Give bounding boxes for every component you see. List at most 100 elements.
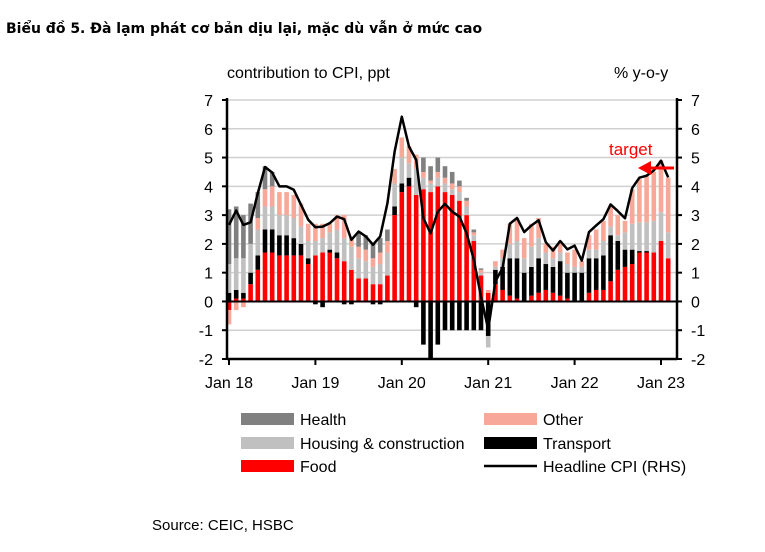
bar-transport: [320, 301, 325, 308]
bar-transport: [543, 264, 549, 290]
bar-food: [637, 252, 642, 302]
bar-housing-construction: [543, 252, 549, 265]
bar-housing-construction: [377, 264, 383, 285]
bar-transport: [428, 301, 433, 359]
bar-housing-construction: [615, 235, 621, 242]
bar-health: [449, 171, 455, 184]
bar-housing-construction: [507, 243, 513, 259]
bar-housing-construction: [421, 177, 426, 190]
bar-transport: [226, 292, 232, 302]
bar-other: [644, 176, 649, 223]
bar-housing-construction: [572, 266, 577, 273]
bar-housing-construction: [644, 222, 649, 252]
bar-transport: [349, 301, 354, 305]
bar-other: [500, 249, 505, 259]
bar-transport: [241, 292, 246, 299]
bar-transport: [629, 249, 635, 265]
bar-other: [637, 179, 642, 223]
bar-housing-construction: [327, 232, 333, 250]
bar-food: [608, 281, 613, 302]
right-y-tick-label: 1: [691, 266, 700, 283]
bar-other: [421, 171, 426, 178]
bar-other: [327, 223, 333, 233]
bar-transport: [644, 251, 649, 253]
left-y-tick-label: -2: [199, 352, 213, 369]
bar-transport: [514, 258, 520, 299]
bar-housing-construction: [284, 215, 289, 236]
bar-transport: [493, 269, 498, 285]
bar-transport: [637, 251, 642, 253]
bar-other: [550, 246, 556, 259]
bar-other: [493, 261, 498, 267]
bar-other: [334, 215, 340, 230]
bar-transport: [406, 177, 412, 187]
bar-transport: [262, 229, 268, 253]
bar-housing-construction: [226, 264, 232, 293]
bar-transport: [550, 266, 556, 293]
bar-transport: [622, 249, 628, 267]
bar-food: [255, 269, 261, 302]
bar-other: [262, 189, 268, 207]
bar-transport: [471, 301, 477, 331]
bar-housing-construction: [262, 206, 268, 230]
bar-health: [377, 238, 383, 253]
bar-transport: [413, 301, 419, 308]
bar-transport: [291, 238, 297, 256]
bar-transport: [449, 301, 455, 331]
bar-health: [442, 166, 448, 178]
bar-other: [428, 180, 433, 184]
bar-housing-construction: [233, 258, 239, 290]
bar-other: [356, 246, 361, 259]
x-tick-label: Jan 18: [205, 375, 253, 392]
left-y-tick-label: 4: [204, 179, 213, 196]
legend-swatch-food: [241, 460, 294, 472]
bar-health: [421, 157, 426, 172]
bar-transport: [565, 272, 570, 299]
bar-other: [313, 223, 318, 242]
bar-food: [485, 292, 491, 302]
bar-transport: [399, 183, 405, 193]
bar-housing-construction: [586, 249, 592, 259]
right-y-tick-label: 5: [691, 151, 700, 168]
right-y-tick-label: 7: [691, 93, 700, 110]
bar-housing-construction: [428, 183, 433, 193]
headline-cpi-line: [227, 115, 670, 331]
bar-food: [586, 292, 592, 302]
bar-health: [471, 229, 477, 233]
x-tick-label: Jan 19: [291, 375, 339, 392]
bar-other: [536, 217, 541, 239]
bar-health: [370, 243, 376, 259]
bar-health: [464, 197, 469, 201]
bar-food: [629, 264, 635, 302]
bar-housing-construction: [277, 215, 282, 236]
bar-food: [593, 289, 599, 302]
bar-food: [370, 284, 376, 302]
right-y-tick-label: -1: [691, 323, 705, 340]
bar-housing-construction: [579, 266, 585, 273]
bar-other: [665, 177, 671, 233]
bar-housing-construction: [392, 183, 397, 207]
bar-housing-construction: [269, 206, 275, 230]
bar-housing-construction: [413, 169, 419, 195]
bar-food: [529, 295, 534, 302]
bar-transport: [464, 301, 469, 331]
bar-housing-construction: [320, 238, 325, 253]
bar-food: [262, 252, 268, 302]
bar-housing-construction: [471, 235, 477, 242]
bar-other: [521, 238, 527, 259]
bar-food: [442, 192, 448, 302]
bar-transport: [248, 272, 253, 285]
left-y-tick-label: 6: [204, 122, 213, 139]
bar-transport: [593, 258, 599, 290]
bar-housing-construction: [370, 266, 376, 285]
bar-food: [507, 295, 513, 302]
bar-food: [349, 269, 354, 302]
right-y-tick-label: 3: [691, 208, 700, 225]
bar-housing-construction: [651, 220, 657, 253]
bar-food: [356, 278, 361, 302]
bar-transport: [269, 229, 275, 253]
bar-other: [406, 146, 412, 164]
bar-food: [622, 266, 628, 302]
bar-housing-construction: [637, 222, 642, 252]
